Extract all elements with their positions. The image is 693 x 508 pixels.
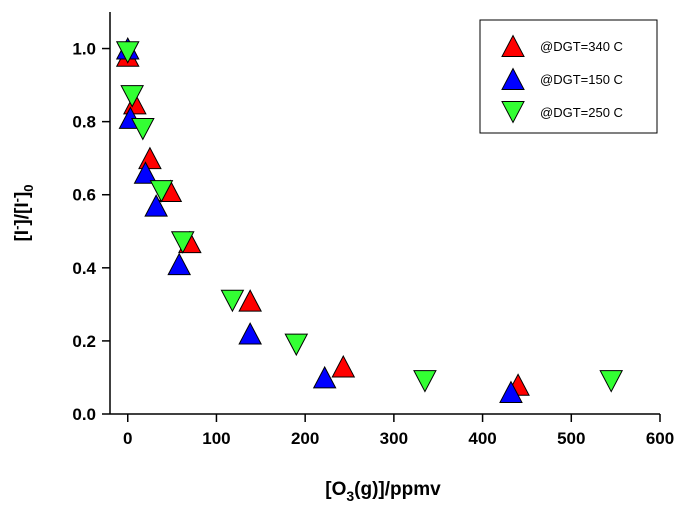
data-point-series-3	[413, 370, 437, 393]
data-points	[115, 37, 624, 404]
y-axis-title-part: ]	[12, 192, 33, 198]
y-tick-label: 0.8	[72, 113, 96, 132]
y-tick-label: 0.2	[72, 332, 96, 351]
y-axis-title-subscript: 0	[21, 184, 36, 191]
y-axis-title-superscript: -	[9, 198, 24, 202]
x-tick-label: 500	[557, 429, 585, 448]
x-tick-label: 0	[123, 429, 132, 448]
legend-label: @DGT=250 C	[540, 105, 623, 120]
data-point-series-3	[284, 333, 309, 357]
data-point-series-3	[599, 370, 624, 393]
y-axis-title-part: [I	[12, 230, 33, 242]
legend-marker	[501, 34, 525, 57]
y-axis-title: [I-]/[I-]0	[9, 184, 36, 241]
legend-label: @DGT=340 C	[540, 39, 623, 54]
x-axis-title-part: (g)]/ppmv	[354, 479, 441, 500]
y-tick-label: 1.0	[72, 40, 96, 59]
data-point-series-3	[120, 85, 145, 108]
x-axis-title: [O3(g)]/ppmv	[325, 479, 441, 504]
legend-items: @DGT=340 C @DGT=150 C @DGT=250 C	[501, 34, 623, 124]
y-tick-label: 0.4	[72, 259, 96, 278]
legend-marker	[501, 101, 525, 124]
data-point-series-1	[238, 289, 262, 312]
data-point-series-2	[499, 380, 523, 404]
data-point-series-2	[144, 194, 168, 217]
x-tick-label: 100	[202, 429, 230, 448]
legend-label: @DGT=150 C	[540, 72, 623, 87]
data-point-series-3	[130, 117, 155, 141]
legend-marker	[501, 67, 525, 90]
data-point-series-2	[238, 322, 262, 345]
data-point-series-2	[133, 161, 158, 184]
x-tick-label: 300	[380, 429, 408, 448]
axis-ticks: 0 100 200 300 400 500 600 0.0 0.2 0.4 0.6 0.8 1.0	[72, 40, 674, 448]
x-tick-label: 600	[646, 429, 674, 448]
x-tick-label: 200	[291, 429, 319, 448]
data-point-series-3	[149, 180, 174, 203]
data-point-series-1	[331, 354, 356, 378]
data-point-series-3	[220, 289, 245, 313]
y-tick-label: 0.6	[72, 186, 96, 205]
y-tick-label: 0.0	[72, 405, 96, 424]
x-axis-title-subscript: 3	[346, 488, 354, 504]
x-axis-title-part: [O	[325, 479, 346, 500]
legend: @DGT=340 C @DGT=150 C @DGT=250 C	[479, 19, 658, 134]
y-axis-title-superscript: -	[9, 226, 24, 230]
data-point-series-3	[170, 231, 195, 254]
data-point-series-2	[167, 252, 192, 276]
y-axis-title-part: ]/[I	[12, 202, 33, 225]
data-point-series-2	[312, 365, 337, 389]
x-tick-label: 400	[468, 429, 496, 448]
data-point-series-3	[115, 41, 140, 64]
